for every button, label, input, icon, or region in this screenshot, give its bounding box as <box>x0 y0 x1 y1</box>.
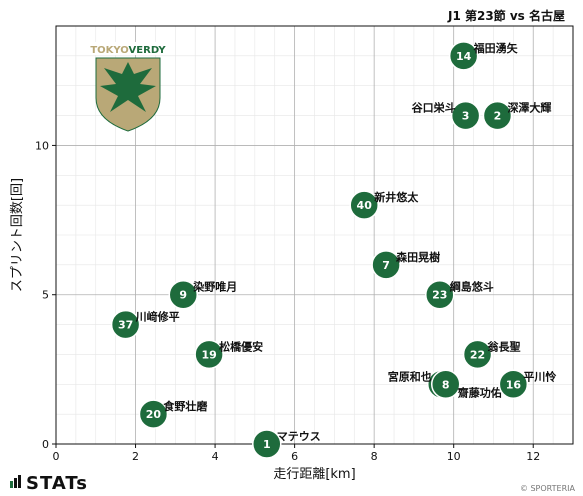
player-marker <box>448 41 479 71</box>
player-number-label: 2 <box>494 110 502 123</box>
player-name-label: 齋藤功佑 <box>457 385 502 399</box>
player-name-label: 翁長聖 <box>488 339 521 353</box>
player-number-label: 14 <box>456 50 472 63</box>
player-marker <box>194 339 224 370</box>
player-marker <box>349 190 379 220</box>
x-tick-label: 0 <box>53 450 60 463</box>
player-name-label: 平川怜 <box>523 369 556 383</box>
x-tick-label: 12 <box>526 450 540 463</box>
x-axis-label: 走行距離[km] <box>273 467 355 482</box>
x-tick-label: 8 <box>371 450 378 463</box>
y-tick-label: 10 <box>35 139 49 152</box>
stats-logo-bar-1 <box>10 481 13 488</box>
player-marker <box>138 399 169 429</box>
stats-logo-bar-2 <box>14 478 17 488</box>
chart-title: J1 第23節 vs 名古屋 <box>447 8 565 23</box>
player-number-label: 16 <box>506 378 522 391</box>
player-marker <box>168 279 199 310</box>
crest-eagle-icon <box>100 62 156 112</box>
player-number-label: 40 <box>357 199 373 212</box>
copyright-text: © SPORTERIA <box>520 484 576 493</box>
player-number-label: 22 <box>470 348 485 361</box>
x-tick-label: 6 <box>291 450 298 463</box>
player-name-label: 松橋優安 <box>219 339 263 353</box>
stats-logo-text: STATs <box>26 473 88 494</box>
player-name-label: 食野壮磨 <box>163 399 208 413</box>
player-marker <box>498 369 529 400</box>
player-marker <box>425 279 455 310</box>
player-number-label: 23 <box>432 289 447 302</box>
crest-text: TOKYOVERDY <box>90 45 166 56</box>
x-tick-label: 10 <box>447 450 461 463</box>
crest-banner <box>93 42 163 55</box>
player-name-label: マテウス <box>277 430 321 443</box>
player-name-label: 宮原和也 <box>388 369 432 383</box>
club-crest: TOKYOVERDY <box>90 42 166 132</box>
player-number-label: 3 <box>462 110 470 123</box>
player-marker <box>252 429 282 459</box>
player-marker <box>450 100 481 131</box>
player-number-label: 1 <box>263 438 271 451</box>
player-number-label: 19 <box>201 348 216 361</box>
y-tick-label: 5 <box>42 289 49 302</box>
player-name-label: 川﨑修平 <box>135 310 180 324</box>
player-name-label: 染野唯月 <box>193 280 237 294</box>
player-name-label: 新井悠太 <box>374 190 419 204</box>
y-axis-label: スプリント回数[回] <box>10 178 25 292</box>
player-marker <box>110 309 141 340</box>
plot-frame <box>55 25 574 445</box>
player-marker <box>371 250 401 280</box>
x-tick-label: 2 <box>132 450 139 463</box>
player-number-label: 9 <box>179 289 187 302</box>
plot-area: 0 2 4 6 8 10 120510走行距離[km]スプリント回数[回]14福田湧矢3谷口… <box>10 25 574 482</box>
player-name-label: 谷口栄斗 <box>412 101 456 115</box>
player-number-label: 7 <box>382 259 390 272</box>
player-number-label: 37 <box>118 319 133 332</box>
player-name-label: 森田晃樹 <box>396 250 440 264</box>
player-number-label: 8 <box>442 378 450 391</box>
player-marker <box>462 339 493 370</box>
player-number-label: 20 <box>146 408 162 421</box>
player-marker <box>482 100 513 131</box>
y-tick-label: 0 <box>42 438 49 451</box>
stats-logo: STATs <box>10 473 88 494</box>
x-tick-label: 4 <box>212 450 219 463</box>
player-marker <box>430 369 461 400</box>
player-name-label: 福田湧矢 <box>473 41 519 55</box>
player-name-label: 深澤大輝 <box>507 101 551 115</box>
player-name-label: 綱島悠斗 <box>450 280 494 294</box>
stats-logo-bar-3 <box>18 475 21 488</box>
